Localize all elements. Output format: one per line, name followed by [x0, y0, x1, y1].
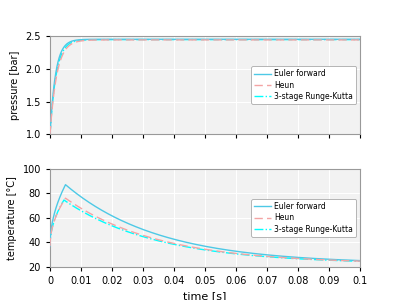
- 3-stage Runge-Kutta: [49, 230, 54, 233]
- Euler forward: [199, 244, 204, 247]
- Heun: [199, 38, 204, 42]
- Euler forward: [49, 112, 54, 115]
- Heun: [66, 199, 71, 202]
- Heun: [341, 38, 346, 42]
- Euler forward: [48, 133, 52, 136]
- Heun: [108, 38, 113, 42]
- Euler forward: [358, 259, 362, 262]
- 3-stage Runge-Kutta: [49, 113, 54, 117]
- 3-stage Runge-Kutta: [60, 200, 65, 204]
- Euler forward: [66, 41, 71, 44]
- Legend: Euler forward, Heun, 3-stage Runge-Kutta: Euler forward, Heun, 3-stage Runge-Kutta: [251, 199, 356, 237]
- Euler forward: [63, 183, 68, 187]
- 3-stage Runge-Kutta: [358, 260, 362, 263]
- Euler forward: [341, 38, 346, 41]
- 3-stage Runge-Kutta: [48, 133, 52, 136]
- Heun: [199, 247, 204, 250]
- 3-stage Runge-Kutta: [341, 38, 346, 41]
- 3-stage Runge-Kutta: [66, 201, 71, 205]
- Line: 3-stage Runge-Kutta: 3-stage Runge-Kutta: [50, 200, 360, 261]
- Line: 3-stage Runge-Kutta: 3-stage Runge-Kutta: [50, 40, 360, 134]
- Euler forward: [60, 188, 65, 192]
- Y-axis label: pressure [bar]: pressure [bar]: [10, 50, 20, 120]
- Euler forward: [341, 258, 346, 262]
- 3-stage Runge-Kutta: [199, 38, 204, 41]
- Heun: [48, 244, 52, 248]
- 3-stage Runge-Kutta: [341, 259, 346, 262]
- 3-stage Runge-Kutta: [48, 244, 52, 248]
- Euler forward: [251, 38, 256, 41]
- Heun: [108, 222, 113, 225]
- Heun: [63, 196, 68, 200]
- X-axis label: time [s]: time [s]: [183, 292, 227, 300]
- Euler forward: [48, 244, 52, 248]
- Y-axis label: temperature [°C]: temperature [°C]: [7, 176, 17, 260]
- 3-stage Runge-Kutta: [199, 248, 204, 251]
- Euler forward: [199, 38, 204, 41]
- Euler forward: [49, 226, 54, 230]
- Euler forward: [108, 38, 113, 41]
- Legend: Euler forward, Heun, 3-stage Runge-Kutta: Euler forward, Heun, 3-stage Runge-Kutta: [251, 66, 356, 104]
- Heun: [49, 230, 54, 233]
- Euler forward: [108, 213, 113, 217]
- 3-stage Runge-Kutta: [60, 50, 65, 53]
- 3-stage Runge-Kutta: [62, 198, 66, 202]
- Heun: [341, 259, 346, 262]
- Euler forward: [60, 47, 65, 51]
- 3-stage Runge-Kutta: [358, 38, 362, 41]
- 3-stage Runge-Kutta: [108, 224, 113, 227]
- Line: Heun: Heun: [50, 40, 360, 134]
- Heun: [48, 133, 52, 136]
- Heun: [296, 38, 301, 42]
- Line: Euler forward: Euler forward: [50, 39, 360, 134]
- Heun: [66, 44, 71, 48]
- Euler forward: [358, 38, 362, 41]
- Heun: [49, 115, 54, 119]
- 3-stage Runge-Kutta: [66, 43, 71, 46]
- Heun: [358, 260, 362, 263]
- Line: Heun: Heun: [50, 198, 360, 261]
- Heun: [60, 52, 65, 56]
- 3-stage Runge-Kutta: [273, 38, 278, 41]
- 3-stage Runge-Kutta: [108, 38, 113, 41]
- Heun: [60, 201, 65, 204]
- Euler forward: [66, 185, 71, 189]
- Line: Euler forward: Euler forward: [50, 185, 360, 261]
- Heun: [358, 38, 362, 42]
